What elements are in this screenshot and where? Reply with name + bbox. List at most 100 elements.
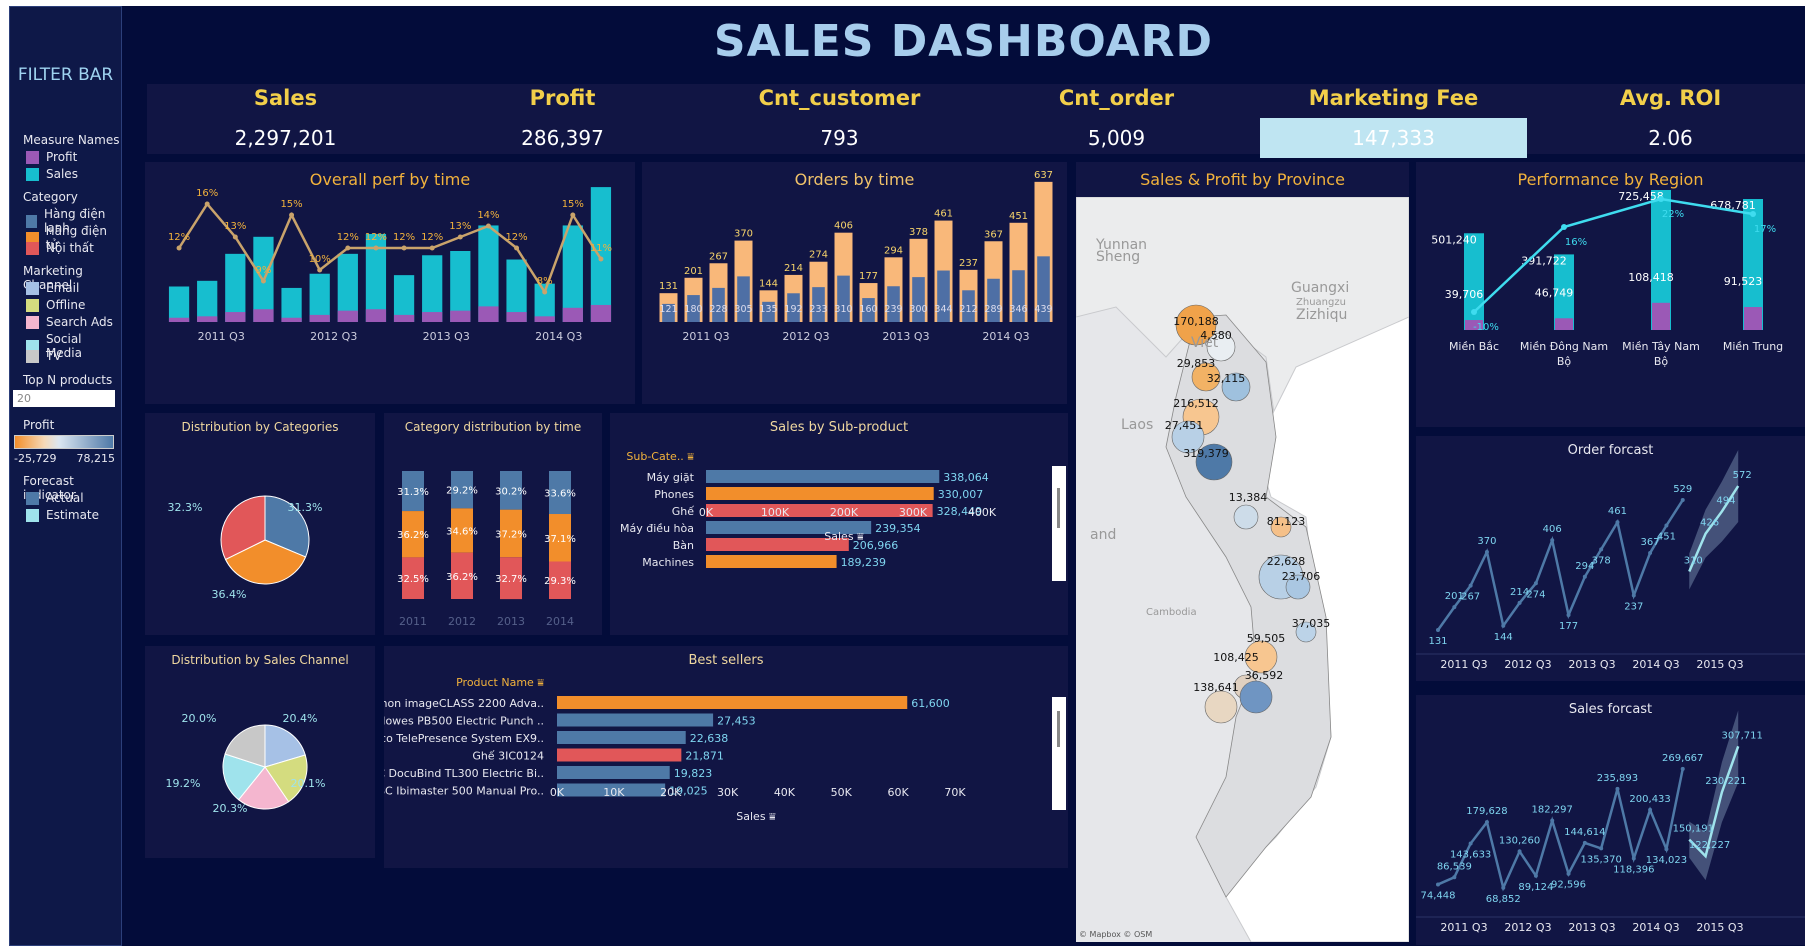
- point-label: 179,628: [1466, 806, 1507, 817]
- kpi-label: Marketing Fee: [1308, 86, 1479, 110]
- point-label: 451: [1657, 532, 1676, 543]
- x-tick: 300K: [899, 506, 928, 519]
- profit-bar: [197, 316, 218, 322]
- order-inner-bar: [912, 277, 925, 322]
- order-total-label: 237: [959, 258, 978, 269]
- point-label: 118,396: [1613, 864, 1654, 875]
- best-sellers-scrollbar[interactable]: [1052, 697, 1066, 810]
- legend-actual[interactable]: Actual: [26, 491, 84, 505]
- kpi-orders: Cnt_order 5,009: [978, 86, 1255, 158]
- margin-label: 12%: [365, 232, 387, 243]
- x-tick: 2011: [399, 615, 427, 628]
- legend-label: Social Media: [45, 332, 82, 360]
- point-label: 144,614: [1564, 827, 1605, 838]
- swatch: [26, 315, 39, 329]
- margin-point: [401, 245, 407, 251]
- stack-segment: [451, 471, 473, 509]
- point-label: 294: [1575, 561, 1594, 572]
- order-inner-label: 180: [684, 304, 702, 315]
- estimate-label: 494: [1716, 495, 1735, 506]
- kpi-value: 2.06: [1648, 126, 1693, 150]
- panel-sub-product: Sales by Sub-product Sub-Cate.. ⩸ Máy giặ…: [610, 413, 1068, 635]
- region-sales-bar: [1743, 199, 1763, 330]
- legend-cat-3[interactable]: Nội thất: [26, 241, 94, 255]
- x-tick: 2011 Q3: [1440, 658, 1487, 671]
- legend-channel-3[interactable]: Search Ads: [26, 315, 113, 329]
- sub-product-scrollbar[interactable]: [1052, 466, 1066, 581]
- bar-value: 19,025: [669, 785, 708, 798]
- point-label: 461: [1608, 506, 1627, 517]
- scrollbar-thumb[interactable]: [1057, 711, 1060, 747]
- stack-label: 29.2%: [446, 486, 478, 497]
- legend-label: Hàng điện lạnh: [43, 207, 106, 235]
- x-tick: 60K: [888, 786, 910, 799]
- province-value: 32,115: [1207, 372, 1246, 385]
- province-value: 319,379: [1183, 447, 1229, 460]
- swatch: [26, 281, 39, 295]
- row-label: Máy điều hòa: [620, 522, 694, 535]
- point-label: 86,539: [1437, 861, 1472, 872]
- legend-profit[interactable]: Profit: [26, 150, 77, 164]
- actual-point: [1436, 628, 1440, 632]
- order-total-label: 294: [884, 245, 903, 256]
- column-header: Sub-Cate.. ⩸: [626, 450, 694, 463]
- order-inner-label: 300: [909, 304, 927, 315]
- legend-channel-4[interactable]: Social Media: [26, 332, 121, 360]
- point-label: 201: [1445, 591, 1464, 602]
- orders-chart: 131 201 267 370 144 214 274 406 177 294 378 461 237 3…: [659, 170, 1053, 343]
- legend-cat-1[interactable]: Hàng điện lạnh: [26, 207, 121, 235]
- legend-sales[interactable]: Sales: [26, 167, 78, 181]
- profit-bar: [168, 317, 190, 322]
- order-inner-label: 228: [709, 304, 727, 315]
- actual-point: [1648, 550, 1653, 555]
- legend-label: Hàng điện tử: [45, 224, 107, 252]
- margin-point: [485, 223, 491, 229]
- kpi-marketing-fee[interactable]: Marketing Fee 147,333: [1255, 86, 1532, 158]
- legend-channel-1[interactable]: Email: [26, 281, 79, 295]
- profit-bar: [365, 309, 387, 322]
- h-bar: [706, 504, 933, 517]
- scrollbar-thumb[interactable]: [1057, 488, 1060, 528]
- order-total-label: 451: [1009, 211, 1028, 222]
- margin-label: 12%: [168, 232, 190, 243]
- kpi-value: 286,397: [521, 126, 604, 150]
- pie-label: 20.3%: [213, 802, 248, 815]
- legend-channel-2[interactable]: Offline: [26, 298, 85, 312]
- estimate-label: 572: [1733, 470, 1752, 481]
- point-label: 92,596: [1551, 880, 1586, 891]
- actual-point: [1484, 820, 1489, 825]
- margin-point: [542, 289, 548, 295]
- region-profit-bar: [1555, 318, 1573, 330]
- legend-estimate[interactable]: Estimate: [26, 508, 99, 522]
- point-label: 134,023: [1646, 855, 1687, 866]
- stack-label: 33.6%: [544, 489, 576, 500]
- topn-input[interactable]: [13, 390, 115, 407]
- stack-segment: [500, 471, 522, 510]
- bar-value: 21,871: [685, 750, 724, 763]
- estimate-band: [1689, 710, 1739, 881]
- pie-slice: [237, 766, 290, 810]
- h-bar: [557, 783, 666, 797]
- category-time-chart: 31.3% 36.2% 32.5% 2011 29.2% 34.6% 36.2% 2012 30…: [397, 471, 576, 628]
- margin-label: 11%: [590, 243, 612, 254]
- column-header: Product Name ⩸: [456, 676, 544, 689]
- filter-bar: FILTER BAR Measure Names Profit Sales Ca…: [9, 6, 122, 946]
- province-value: 4,580: [1200, 329, 1232, 342]
- actual-point: [1599, 547, 1604, 552]
- row-label: Cisco TelePresence System EX9..: [384, 732, 544, 745]
- legend-channel-5[interactable]: TV: [26, 349, 62, 363]
- legend-cat-2[interactable]: Hàng điện tử: [26, 224, 121, 252]
- bar-value: 206,966: [853, 539, 899, 552]
- stack-label: 31.3%: [397, 487, 429, 498]
- province-shape: [1191, 362, 1221, 392]
- profit-bar: [534, 316, 555, 322]
- point-label: 214: [1510, 587, 1529, 598]
- point-label: 200,433: [1629, 794, 1670, 805]
- legend-label: TV: [46, 349, 62, 363]
- swatch: [26, 241, 39, 255]
- estimate-line: [1688, 485, 1740, 573]
- channel-pie: 20.4% 20.1% 20.3% 19.2% 20.0%: [166, 712, 326, 815]
- panel-title: Sales & Profit by Province: [1140, 170, 1345, 189]
- profit-bar: [309, 314, 330, 322]
